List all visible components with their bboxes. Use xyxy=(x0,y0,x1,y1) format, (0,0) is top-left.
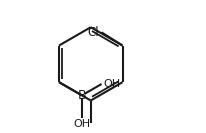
Text: OH: OH xyxy=(73,119,90,129)
Text: B: B xyxy=(78,89,86,102)
Text: OH: OH xyxy=(103,79,120,89)
Text: Cl: Cl xyxy=(87,26,99,39)
